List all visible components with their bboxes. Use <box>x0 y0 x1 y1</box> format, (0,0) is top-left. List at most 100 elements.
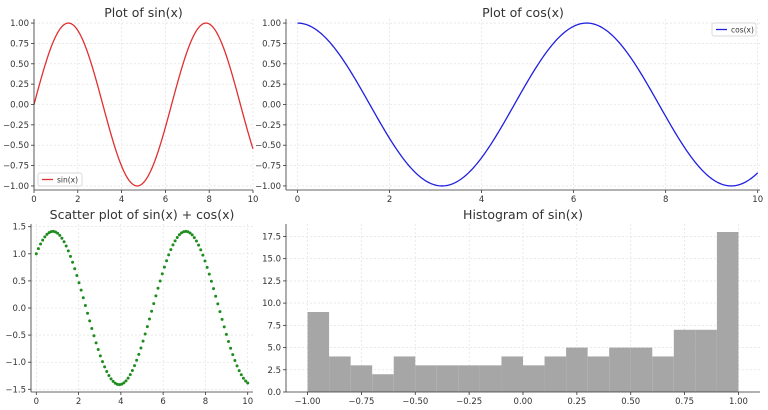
scatter-point <box>105 370 109 374</box>
scatter-point <box>75 274 79 278</box>
y-tick-label: 0.0 <box>12 304 26 314</box>
y-tick-label: 0.25 <box>262 80 281 90</box>
scatter-point <box>58 233 62 237</box>
scatter-point <box>135 358 139 362</box>
x-tick-label: −1.00 <box>295 397 321 407</box>
scatter-point <box>124 379 128 383</box>
scatter-point <box>100 360 104 364</box>
scatter-point <box>111 379 115 383</box>
y-tick-label: 0.75 <box>10 39 29 49</box>
scatter-point <box>83 303 87 307</box>
scatter-point <box>86 311 90 315</box>
histogram-bar <box>544 356 567 392</box>
scatter-point <box>96 348 100 352</box>
scatter-point <box>94 341 98 345</box>
scatter-point <box>212 287 216 291</box>
x-tick-label: 8 <box>663 195 668 205</box>
y-tick-label: 0.50 <box>262 60 281 70</box>
scatter-point <box>145 325 149 329</box>
histogram-bar <box>566 347 588 392</box>
legend: cos(x) <box>711 22 757 37</box>
y-tick-label: −0.50 <box>255 141 281 151</box>
scatter-point <box>152 302 156 306</box>
scatter-point <box>103 365 107 369</box>
scatter-point <box>77 281 81 285</box>
legend-label: sin(x) <box>57 175 78 184</box>
x-tick-label: 10 <box>248 195 259 205</box>
scatter-point <box>133 364 137 368</box>
histogram-bar <box>716 232 739 392</box>
scatter-point <box>231 353 235 357</box>
x-tick-label: −0.25 <box>456 397 482 407</box>
y-tick-label: −0.75 <box>255 162 281 172</box>
histogram-bar <box>609 347 631 392</box>
x-tick-label: 2 <box>76 397 81 407</box>
scatter-point <box>122 381 126 385</box>
histogram-bar <box>350 365 373 392</box>
scatter-point <box>90 326 94 330</box>
scatter-point <box>126 376 130 380</box>
y-tick-label: 17.5 <box>262 232 281 242</box>
subplot-scatter: Scatter plot of sin(x) + cos(x) 0 2 4 6 8 10 −1… <box>5 207 253 407</box>
scatter-point <box>246 381 250 385</box>
histogram-bar <box>501 356 523 392</box>
x-tick-label: 4 <box>118 397 123 407</box>
histogram-bar <box>695 329 717 392</box>
x-tick-label: 10 <box>242 397 253 407</box>
scatter-point <box>197 243 201 247</box>
y-tick-label: −1.0 <box>5 358 26 368</box>
scatter-point <box>143 332 147 336</box>
chart-title: Plot of cos(x) <box>482 5 564 20</box>
scatter-point <box>45 232 49 236</box>
legend-box <box>711 22 757 37</box>
scatter-point <box>216 302 220 306</box>
scatter-point <box>128 373 132 377</box>
y-tick-label: −0.25 <box>3 121 29 131</box>
scatter-point <box>162 265 166 269</box>
scatter-point <box>199 248 203 252</box>
scatter-point <box>233 359 237 362</box>
scatter-point <box>226 339 230 343</box>
y-tick-label: 7.5 <box>267 321 281 331</box>
scatter-point <box>130 368 134 372</box>
x-tick-label: 0.00 <box>514 397 533 407</box>
y-tick-label: −1.00 <box>3 182 29 192</box>
chart-title: Plot of sin(x) <box>104 5 183 20</box>
x-tick-label: 6 <box>571 195 576 205</box>
scatter-point <box>34 252 38 256</box>
scatter-point <box>205 265 209 269</box>
scatter-point <box>209 279 213 283</box>
scatter-point <box>81 296 85 300</box>
x-tick-label: 8 <box>203 397 208 407</box>
histogram-bar <box>523 365 545 392</box>
scatter-point <box>64 244 68 248</box>
x-tick-label: 10 <box>752 195 763 205</box>
x-tick-label: 2 <box>387 195 392 205</box>
scatter-point <box>169 248 173 252</box>
y-tick-label: −1.00 <box>255 182 281 192</box>
scatter-point <box>66 249 70 253</box>
histogram-bar <box>458 365 480 392</box>
y-tick-label: 12.5 <box>262 277 281 287</box>
chart-title: Scatter plot of sin(x) + cos(x) <box>50 207 235 222</box>
y-tick-label: −1.5 <box>5 385 26 395</box>
histogram-bar <box>393 356 416 392</box>
scatter-point <box>173 239 177 243</box>
y-tick-label: 0.00 <box>10 101 29 111</box>
scatter-point <box>41 238 45 242</box>
scatter-point <box>156 286 160 290</box>
y-tick-label: 0.50 <box>10 60 29 70</box>
x-tick-label: 1.00 <box>729 397 748 407</box>
x-tick-label: 0 <box>34 397 39 407</box>
x-tick-label: −0.75 <box>348 397 374 407</box>
scatter-point <box>150 309 154 313</box>
scatter-point <box>214 294 218 298</box>
scatter-point <box>107 374 111 378</box>
y-tick-label: 0.25 <box>10 80 29 90</box>
y-tick-label: 0.00 <box>262 101 281 111</box>
scatter-point <box>160 272 164 276</box>
scatter-point <box>137 352 141 356</box>
subplot-cos: Plot of cos(x) 0 2 4 6 8 10 −1.00 −0.75 −0.50 −0.2… <box>255 5 763 205</box>
x-tick-label: 0.75 <box>675 397 694 407</box>
scatter-point <box>141 339 145 343</box>
